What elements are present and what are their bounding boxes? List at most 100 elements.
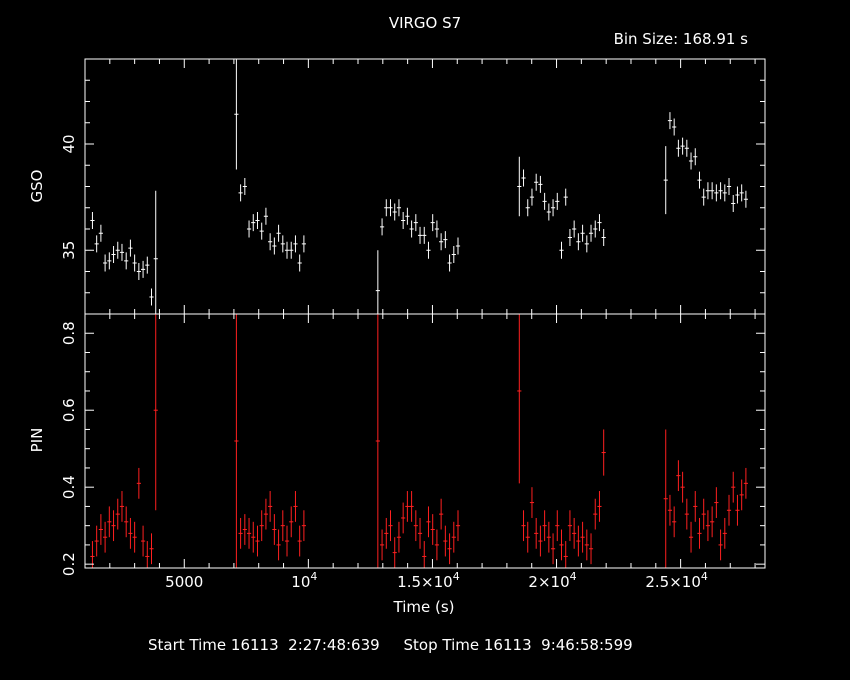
data-point xyxy=(722,517,727,549)
data-point xyxy=(597,491,602,522)
data-point xyxy=(534,517,539,549)
data-point xyxy=(714,487,719,518)
stop-time-label: Stop Time xyxy=(403,636,480,654)
data-point xyxy=(525,521,530,553)
data-point xyxy=(555,510,560,542)
data-point xyxy=(439,498,444,530)
x-tick-label: 5000 xyxy=(165,573,203,591)
data-point xyxy=(451,246,456,263)
chart-title: VIRGO S7 xyxy=(388,14,462,32)
y-tick-label: 0.2 xyxy=(60,552,78,576)
data-point xyxy=(124,506,129,538)
data-point xyxy=(521,169,526,187)
pin-axis-label: PIN xyxy=(28,428,46,453)
data-point xyxy=(542,192,547,210)
data-point xyxy=(153,314,158,511)
data-point xyxy=(447,533,452,565)
data-point xyxy=(297,254,302,272)
time-axis-label: Time (s) xyxy=(393,598,455,616)
data-point xyxy=(667,112,673,130)
pin-panel-frame xyxy=(84,313,766,569)
data-point xyxy=(580,521,585,553)
data-point xyxy=(238,517,243,549)
data-point xyxy=(567,510,573,542)
data-point xyxy=(103,254,108,272)
data-point xyxy=(559,529,564,561)
data-point xyxy=(443,525,448,557)
data-point xyxy=(396,199,402,217)
data-point xyxy=(124,252,129,270)
data-point xyxy=(379,529,385,561)
data-point xyxy=(697,517,702,549)
data-point xyxy=(149,288,154,306)
data-point xyxy=(726,494,732,526)
data-point xyxy=(521,510,526,542)
data-point xyxy=(272,514,277,545)
data-point xyxy=(242,514,247,545)
data-point xyxy=(234,59,239,170)
data-point xyxy=(128,517,133,549)
data-point xyxy=(517,156,522,217)
bin-size-label: Bin Size: 168.91 s xyxy=(613,30,748,48)
data-point xyxy=(396,521,402,553)
y-tick-label: 0.4 xyxy=(60,475,78,499)
data-point xyxy=(111,510,116,542)
data-point xyxy=(263,498,269,530)
data-point xyxy=(246,220,252,238)
data-point xyxy=(103,521,108,553)
data-point xyxy=(375,314,380,568)
data-point xyxy=(409,220,414,238)
data-point xyxy=(447,254,452,272)
data-point xyxy=(563,541,568,568)
data-point xyxy=(426,506,431,538)
y-tick-label: 35 xyxy=(60,241,78,260)
data-point xyxy=(388,199,393,217)
data-point xyxy=(555,192,560,210)
data-point xyxy=(525,199,530,217)
data-point xyxy=(417,226,423,244)
data-point xyxy=(392,537,397,568)
x-tick-label: 104 xyxy=(291,570,317,591)
data-point xyxy=(111,246,116,263)
data-point xyxy=(710,182,715,200)
data-point xyxy=(153,190,158,314)
x-tick-label: 2.5×104 xyxy=(645,570,708,591)
data-point xyxy=(255,525,260,557)
data-point xyxy=(739,479,744,511)
data-point xyxy=(434,529,439,561)
data-point xyxy=(115,498,120,530)
data-point xyxy=(718,182,723,200)
data-point xyxy=(588,533,594,565)
data-point xyxy=(697,171,702,189)
data-point xyxy=(392,203,397,221)
data-point xyxy=(550,533,556,565)
data-point xyxy=(136,263,141,280)
data-point xyxy=(439,233,444,251)
data-point xyxy=(234,314,239,568)
data-point xyxy=(413,214,418,232)
data-point xyxy=(136,467,141,499)
data-point xyxy=(251,521,256,553)
data-point xyxy=(401,502,406,534)
data-point xyxy=(593,220,598,238)
data-point xyxy=(140,525,146,557)
data-point xyxy=(115,241,120,259)
data-point xyxy=(132,521,137,553)
data-point xyxy=(413,510,418,542)
data-point xyxy=(384,199,389,217)
data-point xyxy=(546,203,551,221)
data-point xyxy=(576,233,581,251)
data-point xyxy=(559,241,564,259)
data-point xyxy=(576,525,581,557)
data-point xyxy=(597,214,602,232)
data-point xyxy=(255,212,260,229)
data-point xyxy=(688,521,694,553)
stop-time-value: 16113 9:46:58:599 xyxy=(483,636,633,654)
data-point xyxy=(107,506,112,538)
x-tick-label: 2×104 xyxy=(528,570,576,591)
data-point xyxy=(735,494,740,526)
data-point xyxy=(731,195,736,212)
data-point xyxy=(405,207,410,225)
data-point xyxy=(422,226,427,244)
